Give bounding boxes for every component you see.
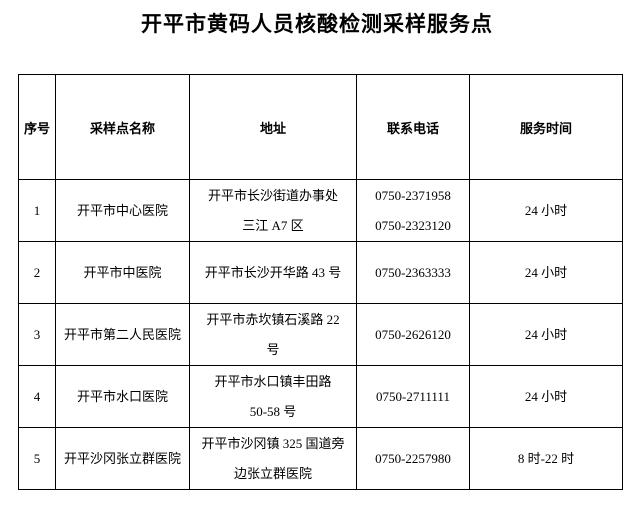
table-row: 1 开平市中心医院 开平市长沙街道办事处 三江 A7 区 0750-237195…	[18, 179, 623, 242]
cell-phone: 0750-2711111	[356, 365, 470, 428]
cell-phone: 0750-2371958 0750-2323120	[356, 179, 470, 242]
col-header-name: 采样点名称	[55, 74, 190, 180]
cell-phone: 0750-2626120	[356, 303, 470, 366]
cell-no: 3	[18, 303, 56, 366]
cell-hours: 24 小时	[469, 365, 623, 428]
header-row: 序号 采样点名称 地址 联系电话 服务时间	[18, 74, 623, 180]
cell-name: 开平市水口医院	[55, 365, 190, 428]
cell-phone: 0750-2363333	[356, 241, 470, 304]
cell-hours: 24 小时	[469, 179, 623, 242]
cell-hours: 8 时-22 时	[469, 427, 623, 490]
cell-no: 5	[18, 427, 56, 490]
sampling-sites-table: 序号 采样点名称 地址 联系电话 服务时间 1 开平市中心医院 开平市长沙街道办…	[18, 74, 623, 490]
cell-hours: 24 小时	[469, 303, 623, 366]
col-header-hours: 服务时间	[469, 74, 623, 180]
cell-name: 开平市中心医院	[55, 179, 190, 242]
cell-no: 4	[18, 365, 56, 428]
table-row: 2 开平市中医院 开平市长沙开华路 43 号 0750-2363333 24 小…	[18, 241, 623, 304]
col-header-no: 序号	[18, 74, 56, 180]
cell-address: 开平市长沙街道办事处 三江 A7 区	[189, 179, 357, 242]
cell-address: 开平市沙冈镇 325 国道旁 边张立群医院	[189, 427, 357, 490]
cell-name: 开平市中医院	[55, 241, 190, 304]
cell-address: 开平市水口镇丰田路 50-58 号	[189, 365, 357, 428]
cell-hours: 24 小时	[469, 241, 623, 304]
cell-name: 开平市第二人民医院	[55, 303, 190, 366]
col-header-phone: 联系电话	[356, 74, 470, 180]
cell-no: 2	[18, 241, 56, 304]
cell-phone: 0750-2257980	[356, 427, 470, 490]
cell-address: 开平市长沙开华路 43 号	[189, 241, 357, 304]
table-row: 4 开平市水口医院 开平市水口镇丰田路 50-58 号 0750-2711111…	[18, 365, 623, 428]
col-header-address: 地址	[189, 74, 357, 180]
table-row: 5 开平沙冈张立群医院 开平市沙冈镇 325 国道旁 边张立群医院 0750-2…	[18, 427, 623, 490]
cell-no: 1	[18, 179, 56, 242]
page-title: 开平市黄码人员核酸检测采样服务点	[141, 12, 493, 36]
table-row: 3 开平市第二人民医院 开平市赤坎镇石溪路 22 号 0750-2626120 …	[18, 303, 623, 366]
cell-name: 开平沙冈张立群医院	[55, 427, 190, 490]
cell-address: 开平市赤坎镇石溪路 22 号	[189, 303, 357, 366]
